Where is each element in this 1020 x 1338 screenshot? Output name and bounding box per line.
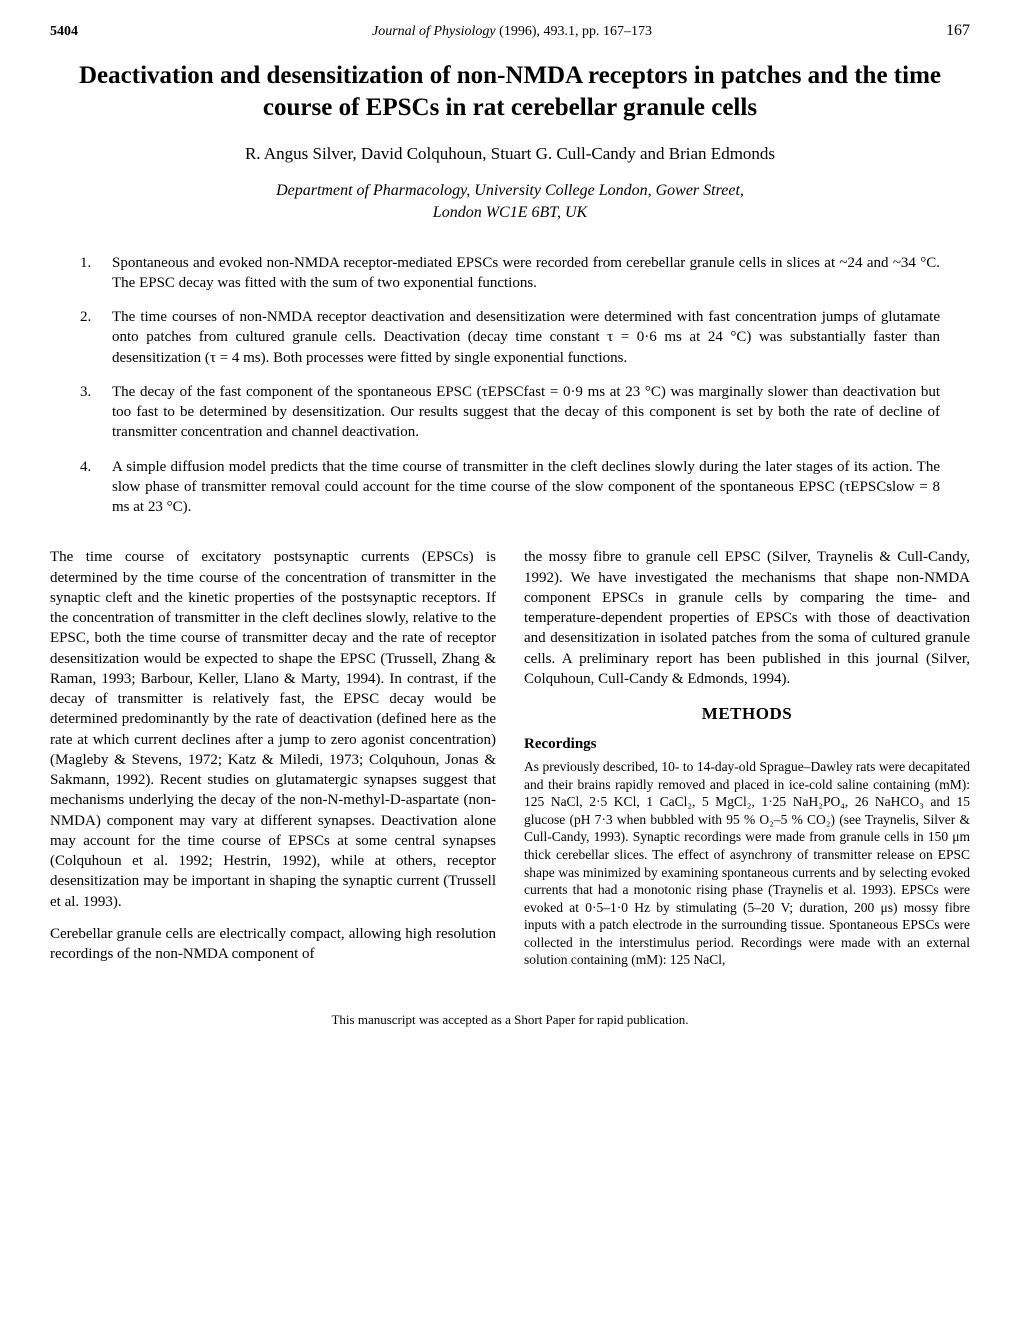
- recordings-heading: Recordings: [524, 734, 970, 754]
- summary-item: The decay of the fast component of the s…: [80, 382, 940, 443]
- header-page-left: 5404: [50, 23, 78, 42]
- summary-item: The time courses of non-NMDA receptor de…: [80, 307, 940, 368]
- summary-item: A simple diffusion model predicts that t…: [80, 457, 940, 518]
- left-column: The time course of excitatory postsynapt…: [50, 547, 496, 981]
- affiliation-line-1: Department of Pharmacology, University C…: [276, 182, 744, 199]
- header-page-right: 167: [946, 20, 970, 42]
- authors: R. Angus Silver, David Colquhoun, Stuart…: [50, 143, 970, 166]
- affiliation-line-2: London WC1E 6BT, UK: [433, 204, 587, 221]
- body-columns: The time course of excitatory postsynapt…: [50, 547, 970, 981]
- body-paragraph: The time course of excitatory postsynapt…: [50, 547, 496, 912]
- body-paragraph: Cerebellar granule cells are electricall…: [50, 924, 496, 965]
- affiliation: Department of Pharmacology, University C…: [50, 180, 970, 225]
- right-column: the mossy fibre to granule cell EPSC (Si…: [524, 547, 970, 981]
- body-paragraph: the mossy fibre to granule cell EPSC (Si…: [524, 547, 970, 689]
- methods-heading: METHODS: [524, 703, 970, 726]
- header-journal: Journal of Physiology (1996), 493.1, pp.…: [78, 23, 946, 42]
- summary-list: Spontaneous and evoked non-NMDA receptor…: [80, 253, 940, 518]
- article-title: Deactivation and desensitization of non-…: [50, 60, 970, 125]
- footer-note: This manuscript was accepted as a Short …: [50, 1011, 970, 1029]
- methods-paragraph: As previously described, 10- to 14-day-o…: [524, 758, 970, 969]
- summary-item: Spontaneous and evoked non-NMDA receptor…: [80, 253, 940, 294]
- running-header: 5404 Journal of Physiology (1996), 493.1…: [50, 20, 970, 42]
- journal-vol: (1996), 493.1, pp. 167–173: [499, 24, 652, 39]
- journal-name: Journal of Physiology: [372, 24, 496, 39]
